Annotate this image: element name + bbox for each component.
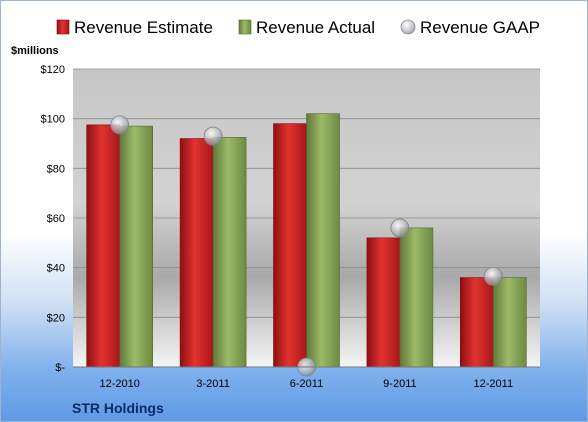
bar-revenue-actual (119, 125, 153, 368)
bar-revenue-actual (212, 136, 247, 368)
bar-revenue-estimate (179, 138, 214, 368)
y-tick-label: $120 (41, 64, 65, 76)
y-tick-label: $20 (47, 312, 65, 324)
legend-label-revenue-estimate: Revenue Estimate (74, 18, 213, 37)
legend-label-revenue-actual: Revenue Actual (256, 18, 375, 37)
x-tick-label: 12-2011 (474, 378, 514, 390)
gaap-marker (110, 115, 130, 135)
company-name: STR Holdings (72, 400, 164, 416)
bar-revenue-actual (306, 113, 340, 368)
bar-revenue-estimate (273, 123, 307, 368)
legend-label-revenue-gaap: Revenue GAAP (420, 18, 540, 37)
y-tick-label: $- (55, 362, 65, 374)
legend-marker-revenue-gaap (400, 19, 416, 35)
gaap-marker (390, 218, 410, 238)
bar-revenue-estimate (86, 124, 120, 368)
legend-swatch-revenue-estimate (56, 19, 70, 35)
gaap-marker (203, 126, 223, 146)
unit-label: $millions (11, 45, 59, 57)
bar-revenue-estimate (459, 277, 494, 368)
y-tick-label: $40 (47, 263, 65, 275)
bars (86, 113, 527, 368)
bar-revenue-estimate (366, 237, 401, 368)
y-tick-label: $80 (47, 163, 65, 175)
bar-revenue-actual (492, 277, 527, 368)
y-tick-label: $60 (47, 213, 65, 225)
x-tick-label: 9-2011 (383, 378, 416, 390)
x-tick-label: 12-2010 (100, 378, 140, 390)
x-tick-label: 3-2011 (196, 378, 229, 390)
legend-swatch-revenue-actual (238, 19, 252, 35)
x-tick-label: 6-2011 (290, 378, 323, 390)
x-axis-ticks: 12-2010 3-2011 6-2011 9-2011 12-2011 (100, 378, 514, 390)
y-tick-label: $100 (41, 114, 65, 126)
legend: Revenue Estimate Revenue Actual Revenue … (56, 18, 540, 37)
bar-revenue-actual (399, 227, 434, 368)
gaap-marker (483, 266, 503, 286)
y-axis-ticks: $- $20 $40 $60 $80 $100 $120 (41, 64, 66, 374)
